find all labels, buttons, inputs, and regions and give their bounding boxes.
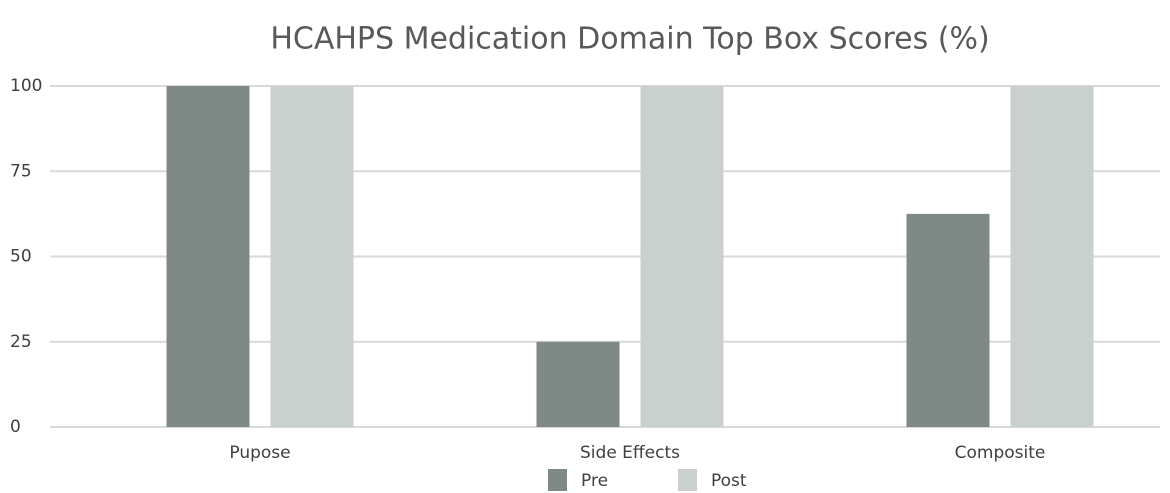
x-tick-label: Pupose [229, 443, 290, 463]
bar [640, 86, 724, 427]
legend-swatch [678, 469, 697, 491]
bar [1010, 86, 1094, 427]
legend-label: Post [711, 471, 747, 491]
y-tick-label: 0 [10, 417, 21, 437]
chart-title: HCAHPS Medication Domain Top Box Scores … [270, 22, 989, 57]
y-tick-label: 100 [10, 76, 42, 96]
bar [536, 341, 620, 427]
x-tick-label: Side Effects [580, 443, 680, 463]
bar [166, 86, 250, 427]
legend-label: Pre [581, 471, 608, 491]
y-tick-label: 75 [10, 161, 32, 181]
y-tick-label: 50 [10, 247, 32, 267]
bar [906, 213, 990, 427]
y-tick-label: 25 [10, 332, 32, 352]
x-tick-label: Composite [955, 443, 1046, 463]
bar [270, 86, 354, 427]
legend-swatch [548, 469, 567, 491]
